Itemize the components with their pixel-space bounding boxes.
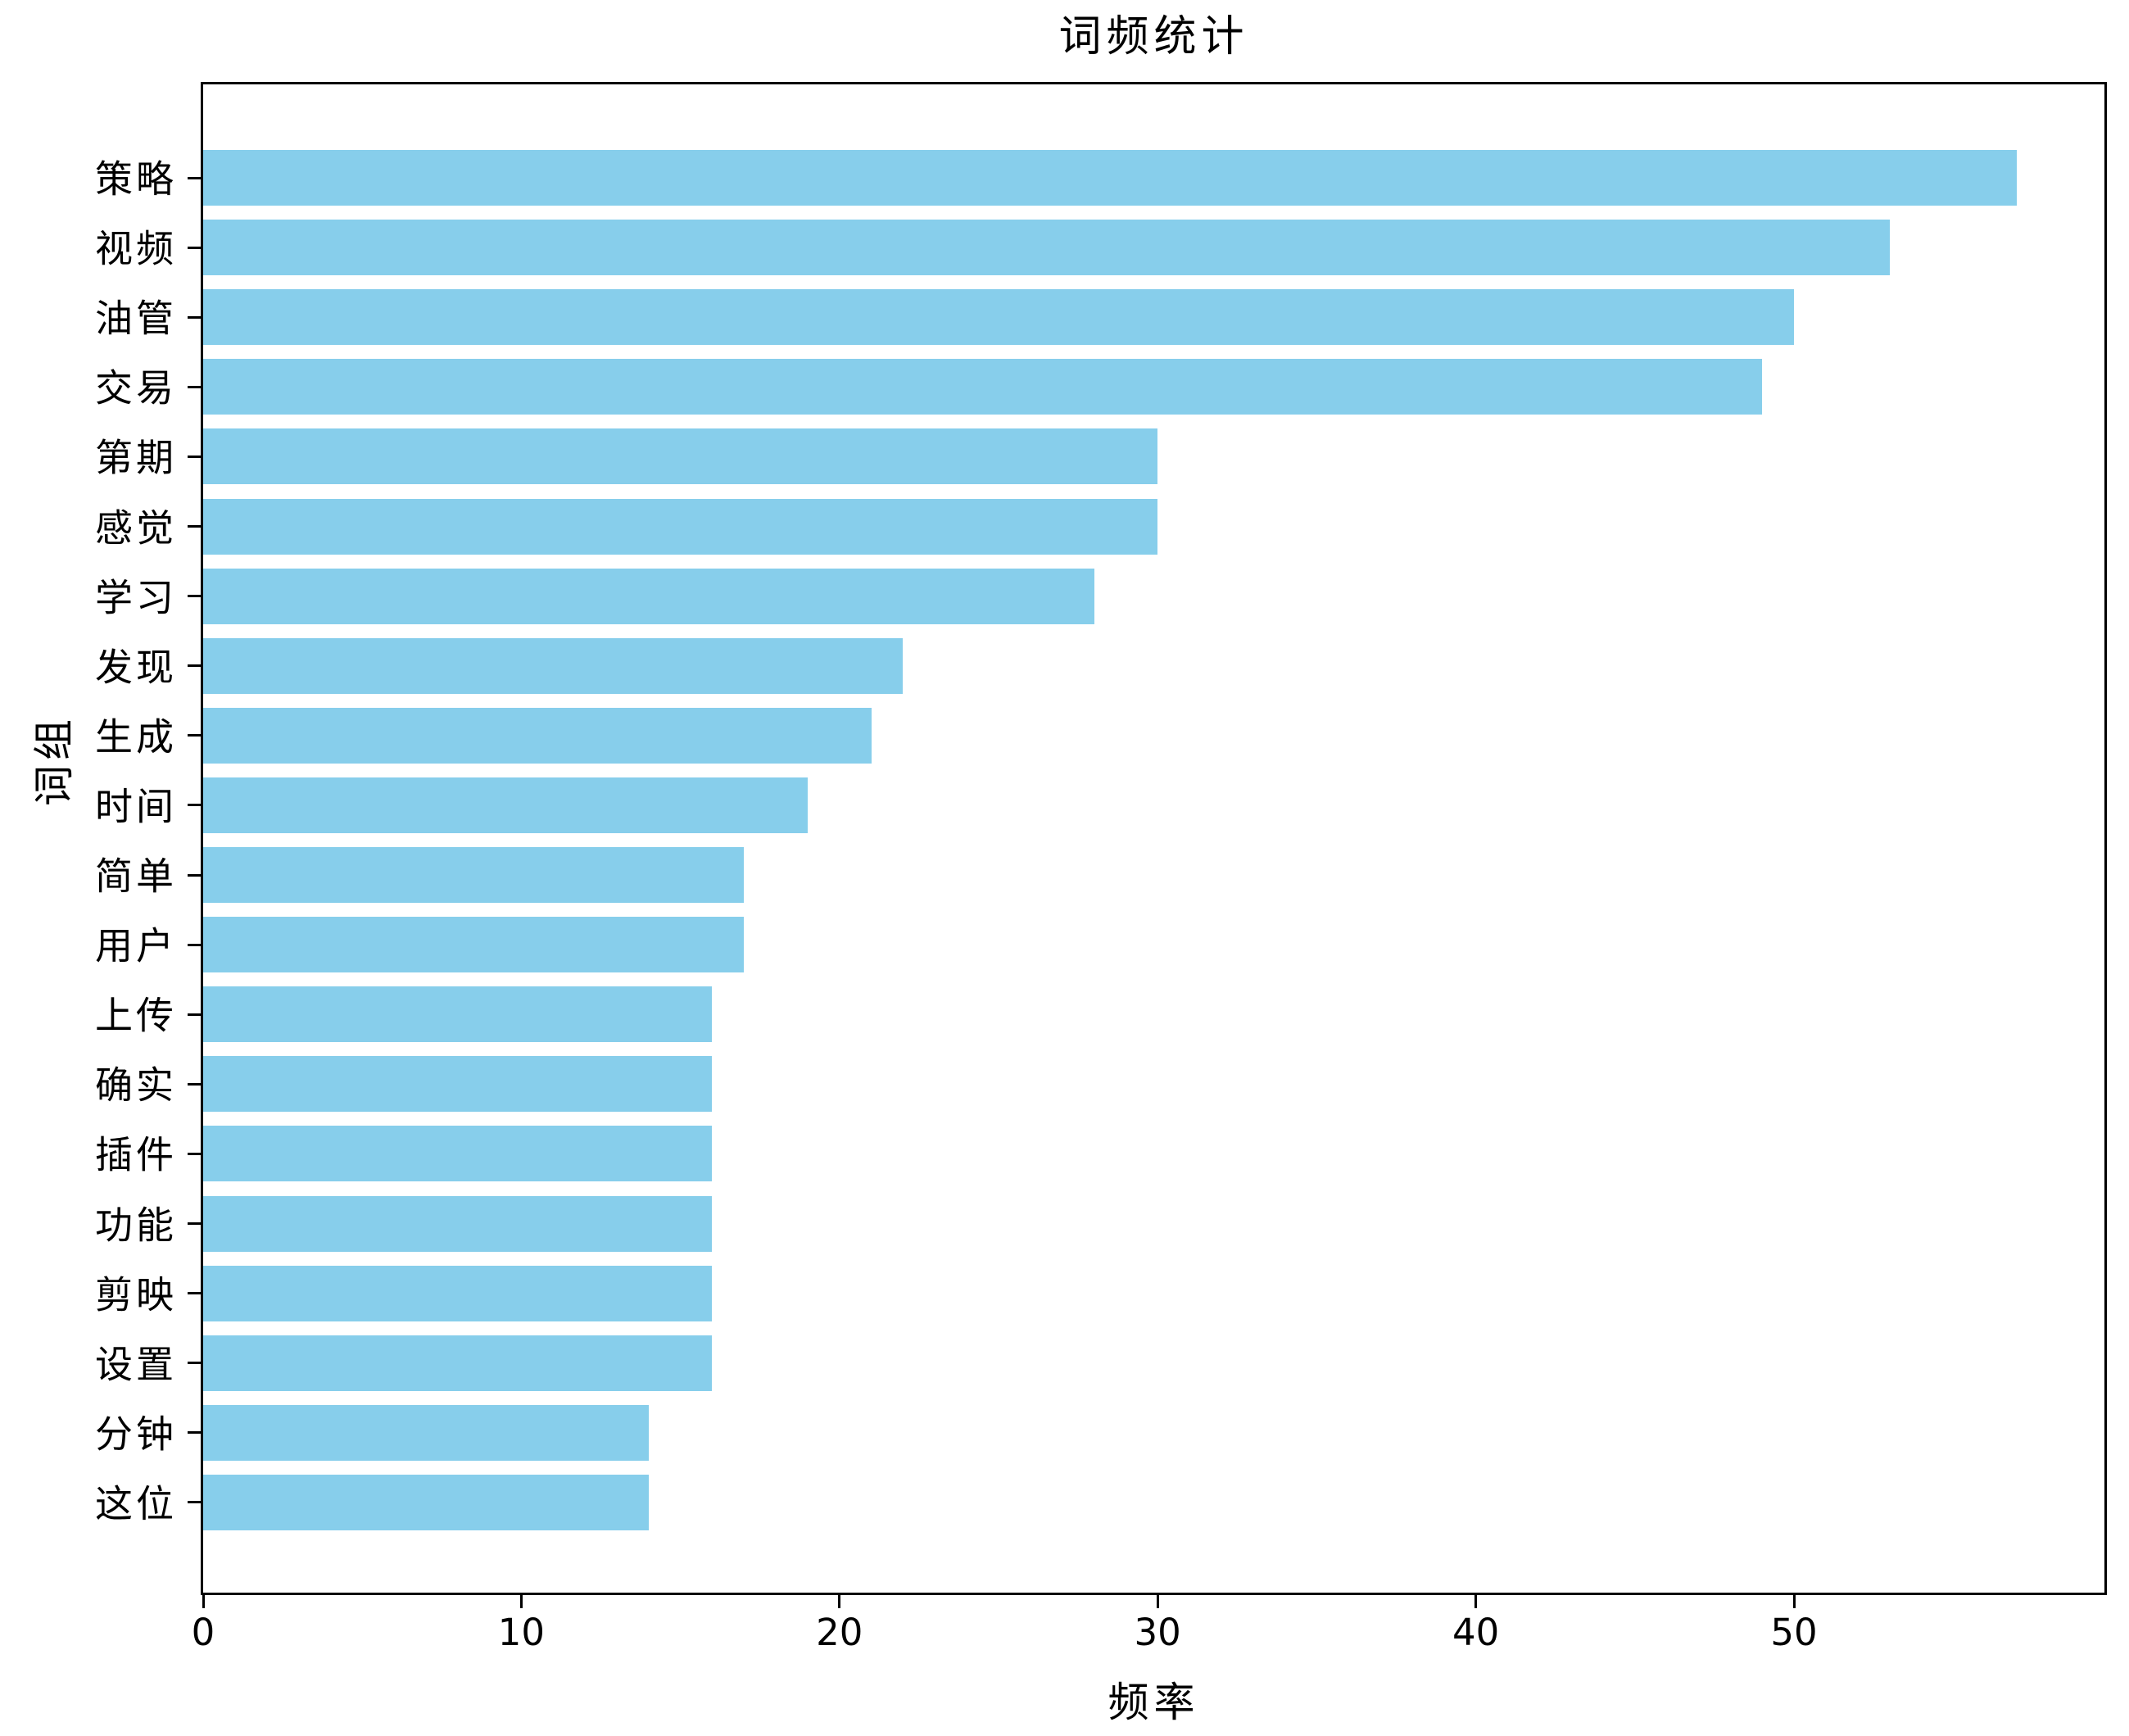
- bar: [203, 917, 745, 973]
- y-tick-label: 插件: [95, 1133, 177, 1178]
- y-tick-label: 设置: [95, 1342, 177, 1387]
- y-tick-mark: [188, 525, 201, 528]
- x-axis-label: 频率: [1108, 1679, 1200, 1726]
- x-tick-mark: [1474, 1595, 1478, 1608]
- y-tick-mark: [188, 943, 201, 946]
- chart-title: 词频统计: [1058, 12, 1249, 61]
- y-axis-label: 词组: [30, 714, 78, 806]
- y-tick-mark: [188, 1082, 201, 1086]
- y-tick-mark: [188, 873, 201, 877]
- y-tick-label: 第期: [95, 436, 177, 481]
- y-tick-label: 发现: [95, 645, 177, 690]
- x-tick-label: 40: [1452, 1611, 1500, 1654]
- y-tick-mark: [188, 1152, 201, 1155]
- y-tick-mark: [188, 1431, 201, 1435]
- x-tick-label: 0: [191, 1611, 215, 1654]
- bar: [203, 289, 1794, 346]
- y-tick-mark: [188, 315, 201, 319]
- y-tick-label: 确实: [95, 1063, 177, 1108]
- plot-area: 策略视频油管交易第期感觉学习发现生成时间简单用户上传确实插件功能剪映设置分钟这位…: [95, 82, 2107, 1651]
- x-tick-mark: [1156, 1595, 1159, 1608]
- bar: [203, 637, 904, 694]
- bar: [203, 1195, 713, 1252]
- bar: [203, 1474, 649, 1530]
- x-tick-mark: [519, 1595, 523, 1608]
- bar: [203, 707, 872, 764]
- y-tick-label: 简单: [95, 854, 177, 899]
- bar: [203, 359, 1763, 415]
- bar: [203, 220, 1890, 276]
- y-tick-label: 剪映: [95, 1272, 177, 1317]
- bar: [203, 1056, 713, 1113]
- y-tick-mark: [188, 1501, 201, 1504]
- x-tick-label: 50: [1770, 1611, 1818, 1654]
- y-tick-label: 功能: [95, 1203, 177, 1248]
- x-tick-mark: [1792, 1595, 1796, 1608]
- y-tick-label: 分钟: [95, 1412, 177, 1457]
- bar: [203, 986, 713, 1043]
- bar: [203, 777, 808, 833]
- bar: [203, 150, 2017, 206]
- y-tick-label: 视频: [95, 226, 177, 271]
- x-tick-label: 10: [497, 1611, 546, 1654]
- bar: [203, 498, 1158, 555]
- x-tick-label: 30: [1134, 1611, 1181, 1654]
- bar: [203, 428, 1158, 485]
- x-tick-label: 20: [816, 1611, 863, 1654]
- y-tick-label: 感觉: [95, 505, 177, 551]
- y-tick-mark: [188, 1292, 201, 1295]
- y-tick-mark: [188, 176, 201, 179]
- y-tick-label: 交易: [95, 365, 177, 410]
- y-tick-mark: [188, 246, 201, 249]
- y-tick-label: 学习: [95, 575, 177, 620]
- bar: [203, 847, 745, 903]
- y-tick-mark: [188, 734, 201, 737]
- x-tick-mark: [202, 1595, 205, 1608]
- y-tick-mark: [188, 664, 201, 668]
- bar: [203, 1265, 713, 1321]
- y-tick-mark: [188, 595, 201, 598]
- y-tick-label: 上传: [95, 993, 177, 1038]
- y-tick-mark: [188, 1222, 201, 1225]
- y-tick-mark: [188, 385, 201, 388]
- y-tick-mark: [188, 1362, 201, 1365]
- y-tick-label: 生成: [95, 714, 177, 759]
- bar: [203, 568, 1094, 624]
- y-tick-label: 策略: [95, 156, 177, 202]
- y-tick-label: 油管: [95, 296, 177, 341]
- bar: [203, 1126, 713, 1182]
- y-tick-label: 这位: [95, 1481, 177, 1526]
- y-tick-mark: [188, 1013, 201, 1016]
- bar: [203, 1404, 649, 1461]
- y-tick-label: 时间: [95, 784, 177, 829]
- y-tick-mark: [188, 804, 201, 807]
- y-tick-label: 用户: [95, 923, 177, 968]
- bar: [203, 1335, 713, 1391]
- x-tick-mark: [838, 1595, 841, 1608]
- y-tick-mark: [188, 455, 201, 458]
